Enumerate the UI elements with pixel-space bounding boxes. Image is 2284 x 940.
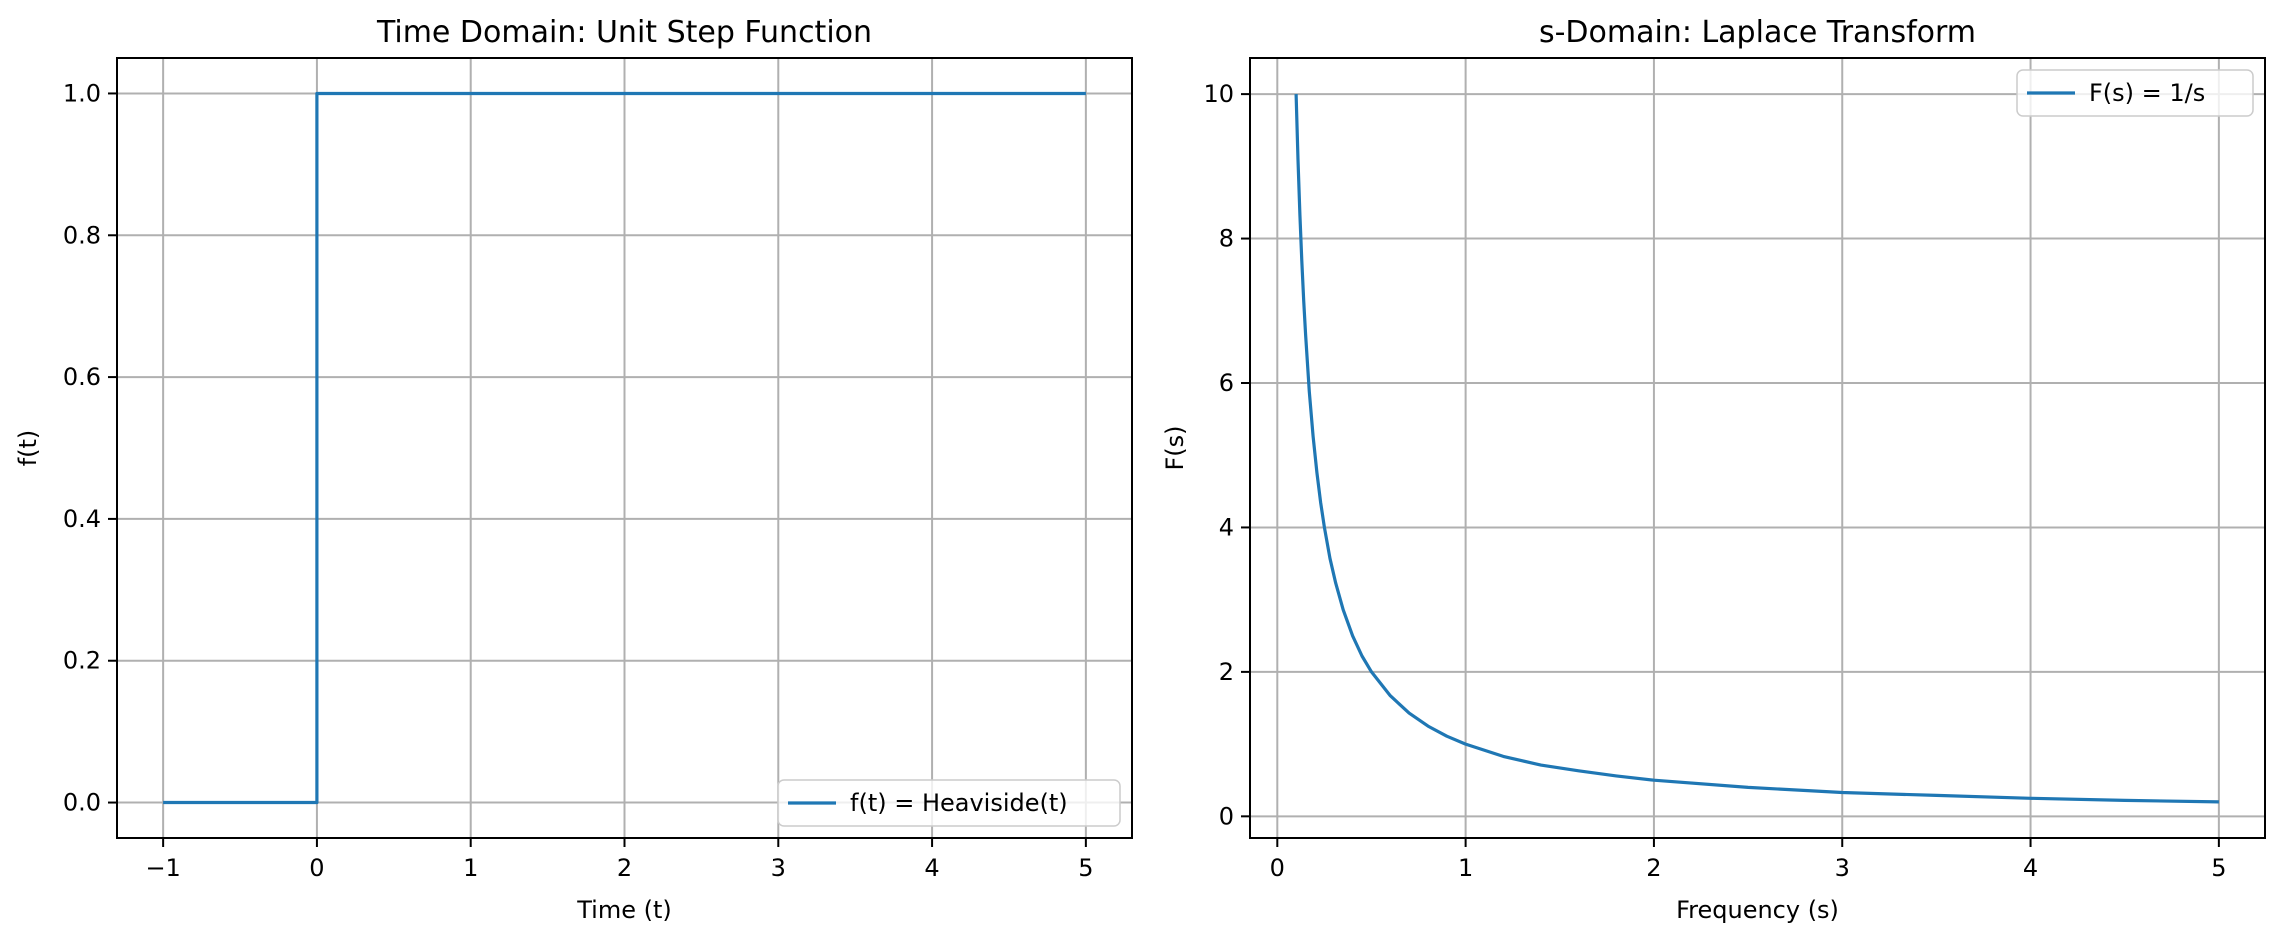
- x-tick-label: 3: [1835, 854, 1850, 882]
- legend: F(s) = 1/s: [2016, 69, 2254, 117]
- x-tick-label: −1: [145, 854, 180, 882]
- y-tick-label: 0: [1219, 802, 1234, 830]
- x-tick-label: 4: [924, 854, 939, 882]
- chart-title: s-Domain: Laplace Transform: [1539, 15, 1976, 50]
- y-tick-label: 6: [1219, 369, 1234, 397]
- series-group: [1294, 94, 2219, 804]
- y-tick-label: 8: [1219, 225, 1234, 253]
- y-axis-ticks: 0.0 0.2 0.4 0.6 0.8 1.0: [63, 79, 117, 817]
- x-tick-label: 3: [771, 854, 786, 882]
- y-tick-label: 0.8: [63, 221, 101, 249]
- x-tick-label: 5: [2211, 854, 2226, 882]
- x-tick-label: 1: [1458, 854, 1473, 882]
- legend-label: f(t) = Heaviside(t): [850, 789, 1068, 817]
- x-tick-label: 0: [1270, 854, 1285, 882]
- y-tick-label: 4: [1219, 513, 1234, 541]
- x-axis-label: Frequency (s): [1676, 896, 1839, 924]
- y-tick-label: 0.2: [63, 647, 101, 675]
- x-axis-ticks: −1 0 1 2 3 4 5: [145, 838, 1094, 882]
- legend: f(t) = Heaviside(t): [777, 779, 1121, 827]
- axes-frame: [1249, 57, 2266, 839]
- chart-title: Time Domain: Unit Step Function: [376, 15, 872, 50]
- series-line: [1294, 94, 2219, 804]
- s-domain-chart: s-Domain: Laplace Transform 0 1 2 3 4 5 0 2 4 6 8…: [1161, 15, 2266, 924]
- series-group: [163, 91, 1086, 805]
- grid-lines: [1250, 58, 2265, 838]
- y-tick-label: 0.0: [63, 789, 101, 817]
- x-tick-label: 2: [617, 854, 632, 882]
- y-axis-label: f(t): [14, 430, 42, 467]
- y-tick-label: 2: [1219, 658, 1234, 686]
- x-tick-label: 2: [1646, 854, 1661, 882]
- x-tick-label: 4: [2023, 854, 2038, 882]
- legend-box: [777, 779, 1121, 827]
- time-domain-chart: Time Domain: Unit Step Function −1 0 1 2 3 4 5…: [14, 15, 1133, 924]
- y-axis-ticks: 0 2 4 6 8 10: [1203, 80, 1250, 830]
- y-tick-label: 10: [1203, 80, 1234, 108]
- x-tick-label: 0: [309, 854, 324, 882]
- x-axis-ticks: 0 1 2 3 4 5: [1270, 838, 2227, 882]
- legend-box: [2016, 69, 2254, 117]
- x-axis-label: Time (t): [576, 896, 672, 924]
- x-tick-label: 5: [1078, 854, 1093, 882]
- y-tick-label: 0.6: [63, 363, 101, 391]
- x-tick-label: 1: [463, 854, 478, 882]
- legend-label: F(s) = 1/s: [2089, 79, 2205, 107]
- series-line: [163, 91, 1086, 805]
- y-axis-label: F(s): [1161, 425, 1189, 470]
- y-tick-label: 0.4: [63, 505, 101, 533]
- y-tick-label: 1.0: [63, 79, 101, 107]
